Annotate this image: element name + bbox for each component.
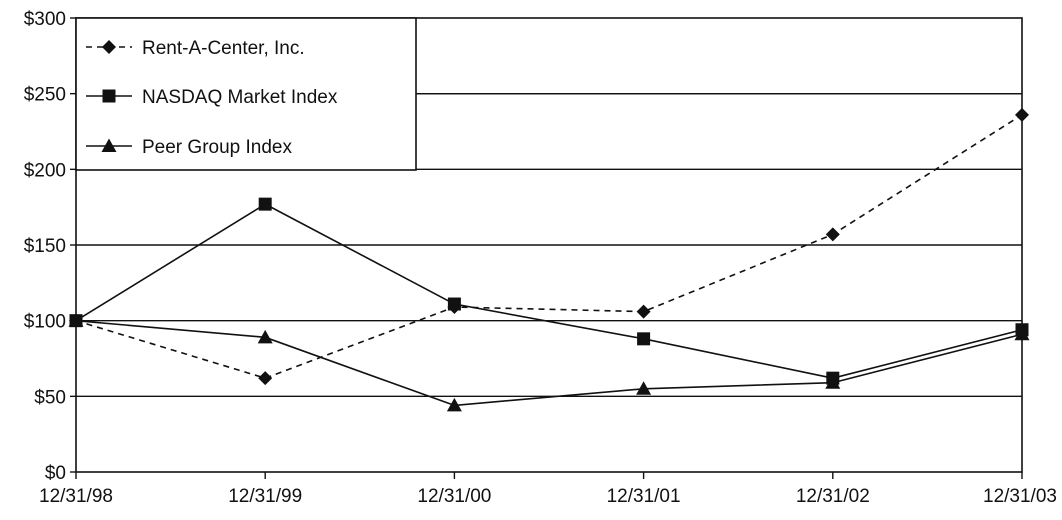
data-point-triangle <box>257 329 273 344</box>
data-point-square <box>447 297 461 311</box>
legend-label: NASDAQ Market Index <box>142 87 338 108</box>
legend-label: Rent-A-Center, Inc. <box>142 38 305 59</box>
data-point-square <box>637 332 651 346</box>
data-point-triangle <box>825 375 841 389</box>
data-point-square <box>258 197 272 211</box>
data-point-triangle <box>446 397 462 412</box>
x-tick-label: 12/31/00 <box>417 486 491 507</box>
data-point-triangle <box>1014 326 1030 341</box>
x-tick-label: 12/31/98 <box>39 486 113 507</box>
legend: Rent-A-Center, Inc. NASDAQ Market Index Pe… <box>75 17 1022 171</box>
y-tick-label: $0 <box>45 463 66 484</box>
data-point-diamond <box>636 304 651 319</box>
data-point-diamond <box>1015 107 1029 122</box>
legend-item: NASDAQ Market Index <box>86 87 338 108</box>
legend-box <box>75 17 417 171</box>
legend-marker-diamond <box>102 40 116 54</box>
x-tick-label: 12/31/99 <box>228 486 302 507</box>
series-triangle <box>68 313 1030 412</box>
y-tick-label: $250 <box>24 85 66 106</box>
x-tick-label: 12/31/01 <box>607 486 681 507</box>
x-tick-label: 12/31/02 <box>796 486 870 507</box>
x-tick-label: 12/31/03 <box>983 486 1057 507</box>
legend-marker-square <box>102 89 116 103</box>
legend-label: Peer Group Index <box>142 137 292 158</box>
series-line <box>75 319 1023 407</box>
data-point-triangle <box>68 313 84 327</box>
series-layer <box>68 107 1030 412</box>
series-line <box>75 203 1023 379</box>
y-tick-label: $200 <box>24 160 66 181</box>
axes <box>70 17 1023 479</box>
data-point-diamond <box>825 227 840 242</box>
y-tick-label: $300 <box>24 9 66 30</box>
data-point-triangle <box>636 381 652 395</box>
y-tick-label: $100 <box>24 312 66 333</box>
legend-item: Peer Group Index <box>86 137 292 158</box>
series-line <box>75 114 1023 379</box>
x-axis-tick-labels: 12/31/98 12/31/99 12/31/00 12/31/01 12/31/02… <box>39 486 1057 507</box>
legend-item: Rent-A-Center, Inc. <box>86 38 305 59</box>
y-tick-label: $150 <box>24 236 66 257</box>
legend-marker-triangle <box>101 138 117 152</box>
y-tick-label: $50 <box>34 387 66 408</box>
data-point-diamond <box>258 371 273 386</box>
series-square <box>69 197 1029 385</box>
y-axis-tick-labels: $0 $50 $100 $150 $200 $250 $300 <box>24 9 66 484</box>
